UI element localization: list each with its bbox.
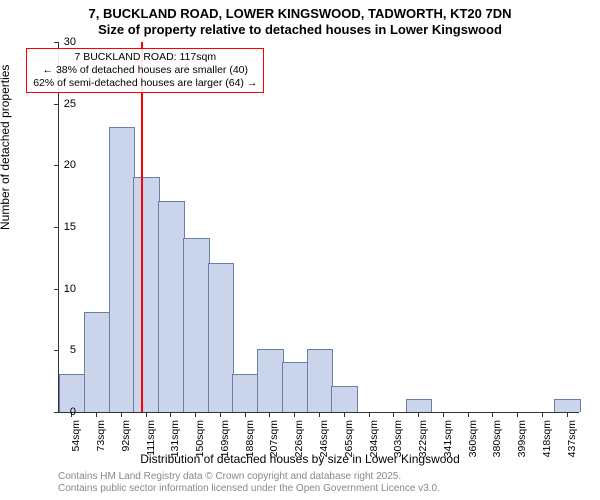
x-tick-label: 150sqm — [194, 420, 206, 464]
attribution-text: Contains HM Land Registry data © Crown c… — [58, 471, 440, 495]
x-tick-label: 380sqm — [491, 420, 503, 464]
histogram-bar — [208, 263, 235, 412]
y-tick-label: 25 — [46, 98, 76, 110]
histogram-bar — [133, 177, 160, 412]
x-tick-label: 322sqm — [417, 420, 429, 464]
y-tick-label: 15 — [46, 221, 76, 233]
x-tick-mark — [443, 412, 444, 417]
x-tick-mark — [294, 412, 295, 417]
x-tick-label: 360sqm — [467, 420, 479, 464]
x-tick-mark — [96, 412, 97, 417]
chart-title-line1: 7, BUCKLAND ROAD, LOWER KINGSWOOD, TADWO… — [0, 6, 600, 21]
histogram-bar — [232, 374, 259, 412]
x-tick-mark — [319, 412, 320, 417]
x-tick-label: 246sqm — [318, 420, 330, 464]
x-tick-label: 188sqm — [244, 420, 256, 464]
x-tick-label: 54sqm — [70, 420, 82, 464]
x-tick-mark — [418, 412, 419, 417]
histogram-bar — [406, 399, 433, 412]
x-tick-label: 207sqm — [268, 420, 280, 464]
y-tick-label: 20 — [46, 159, 76, 171]
histogram-bar — [331, 386, 358, 412]
annotation-box: 7 BUCKLAND ROAD: 117sqm← 38% of detached… — [26, 48, 264, 93]
histogram-bar — [282, 362, 309, 412]
y-tick-label: 10 — [46, 283, 76, 295]
x-tick-label: 284sqm — [368, 420, 380, 464]
x-tick-label: 399sqm — [516, 420, 528, 464]
x-tick-label: 265sqm — [343, 420, 355, 464]
x-tick-label: 169sqm — [219, 420, 231, 464]
x-tick-mark — [517, 412, 518, 417]
attribution-line2: Contains public sector information licen… — [58, 483, 440, 495]
y-axis-label: Number of detached properties — [0, 65, 12, 230]
x-tick-label: 73sqm — [95, 420, 107, 464]
y-tick-label: 5 — [46, 344, 76, 356]
x-tick-label: 341sqm — [442, 420, 454, 464]
x-tick-mark — [468, 412, 469, 417]
x-tick-mark — [269, 412, 270, 417]
annotation-line3: 62% of semi-detached houses are larger (… — [33, 77, 257, 90]
histogram-bar — [307, 349, 334, 412]
property-marker-line — [141, 42, 143, 412]
histogram-bar — [109, 127, 136, 412]
x-tick-mark — [245, 412, 246, 417]
x-tick-mark — [121, 412, 122, 417]
x-tick-mark — [542, 412, 543, 417]
histogram-bar — [554, 399, 581, 412]
x-tick-mark — [170, 412, 171, 417]
x-tick-mark — [344, 412, 345, 417]
x-tick-label: 92sqm — [120, 420, 132, 464]
attribution-line1: Contains HM Land Registry data © Crown c… — [58, 471, 440, 483]
x-tick-mark — [146, 412, 147, 417]
histogram-bar — [84, 312, 111, 412]
x-tick-label: 303sqm — [392, 420, 404, 464]
x-tick-mark — [393, 412, 394, 417]
y-tick-label: 30 — [46, 36, 76, 48]
x-tick-mark — [567, 412, 568, 417]
histogram-bar — [158, 201, 185, 412]
x-tick-label: 226sqm — [293, 420, 305, 464]
y-tick-label: 0 — [46, 406, 76, 418]
histogram-bar — [183, 238, 210, 412]
x-tick-label: 131sqm — [169, 420, 181, 464]
x-tick-label: 111sqm — [145, 420, 157, 464]
x-tick-mark — [195, 412, 196, 417]
chart-title-line2: Size of property relative to detached ho… — [0, 22, 600, 37]
x-tick-label: 437sqm — [566, 420, 578, 464]
x-tick-mark — [369, 412, 370, 417]
x-tick-mark — [492, 412, 493, 417]
histogram-plot: 7 BUCKLAND ROAD: 117sqm← 38% of detached… — [58, 42, 579, 413]
annotation-line2: ← 38% of detached houses are smaller (40… — [33, 64, 257, 77]
x-tick-mark — [220, 412, 221, 417]
histogram-bar — [257, 349, 284, 412]
x-tick-label: 418sqm — [541, 420, 553, 464]
annotation-line1: 7 BUCKLAND ROAD: 117sqm — [33, 51, 257, 64]
